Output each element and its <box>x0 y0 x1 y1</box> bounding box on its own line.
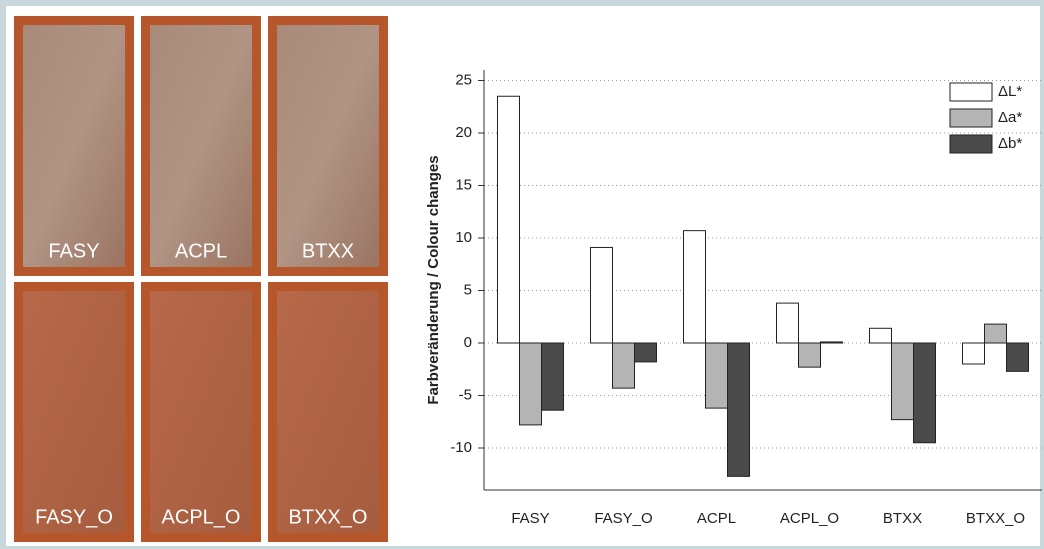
photo-label: BTXX_O <box>289 506 368 528</box>
legend-swatch <box>950 109 992 127</box>
y-tick-label: 10 <box>455 229 472 246</box>
x-tick-label: BTXX <box>883 510 922 527</box>
bar <box>684 231 706 343</box>
y-tick-label: 20 <box>455 124 472 141</box>
legend-label: Δa* <box>998 109 1022 126</box>
x-tick-label: ACPL <box>697 510 736 527</box>
wood-surface <box>277 25 379 267</box>
bar <box>892 343 914 420</box>
y-axis-label: Farbveränderung / Colour changes <box>425 155 442 404</box>
y-tick-label: 0 <box>464 334 472 351</box>
legend-label: ΔL* <box>998 83 1022 100</box>
photo-label: ACPL <box>175 240 227 262</box>
bar <box>985 324 1007 343</box>
bar <box>870 328 892 343</box>
bar <box>542 343 564 410</box>
bar <box>635 343 657 362</box>
bar <box>914 343 936 443</box>
x-tick-label: BTXX_O <box>966 510 1025 527</box>
bar <box>498 96 520 343</box>
y-tick-label: 25 <box>455 71 472 88</box>
bar <box>706 343 728 408</box>
wood-surface <box>150 25 252 267</box>
wood-surface <box>23 291 125 533</box>
photo-label: FASY <box>48 240 99 262</box>
x-tick-label: FASY_O <box>594 510 652 527</box>
y-tick-label: 15 <box>455 176 472 193</box>
x-tick-label: FASY <box>511 510 549 527</box>
x-tick-label: ACPL_O <box>780 510 839 527</box>
bar <box>821 342 843 343</box>
bar <box>728 343 750 476</box>
legend-swatch <box>950 135 992 153</box>
wood-surface <box>277 291 379 533</box>
wood-surface <box>23 25 125 267</box>
y-tick-label: 5 <box>464 281 472 298</box>
photo-label: ACPL_O <box>162 506 241 528</box>
bar <box>591 247 613 343</box>
legend-label: Δb* <box>998 135 1022 152</box>
y-tick-label: -5 <box>459 386 472 403</box>
photo-label: FASY_O <box>35 506 113 528</box>
figure: Farbveränderung / Colour changes FASY ACP… <box>0 0 1044 549</box>
bar <box>799 343 821 367</box>
bar <box>1007 343 1029 371</box>
y-tick-label: -10 <box>450 439 472 456</box>
wood-surface <box>150 291 252 533</box>
photo-label: BTXX <box>302 240 354 262</box>
bar <box>963 343 985 364</box>
bar <box>613 343 635 388</box>
legend-swatch <box>950 83 992 101</box>
bar <box>520 343 542 425</box>
bar <box>777 303 799 343</box>
